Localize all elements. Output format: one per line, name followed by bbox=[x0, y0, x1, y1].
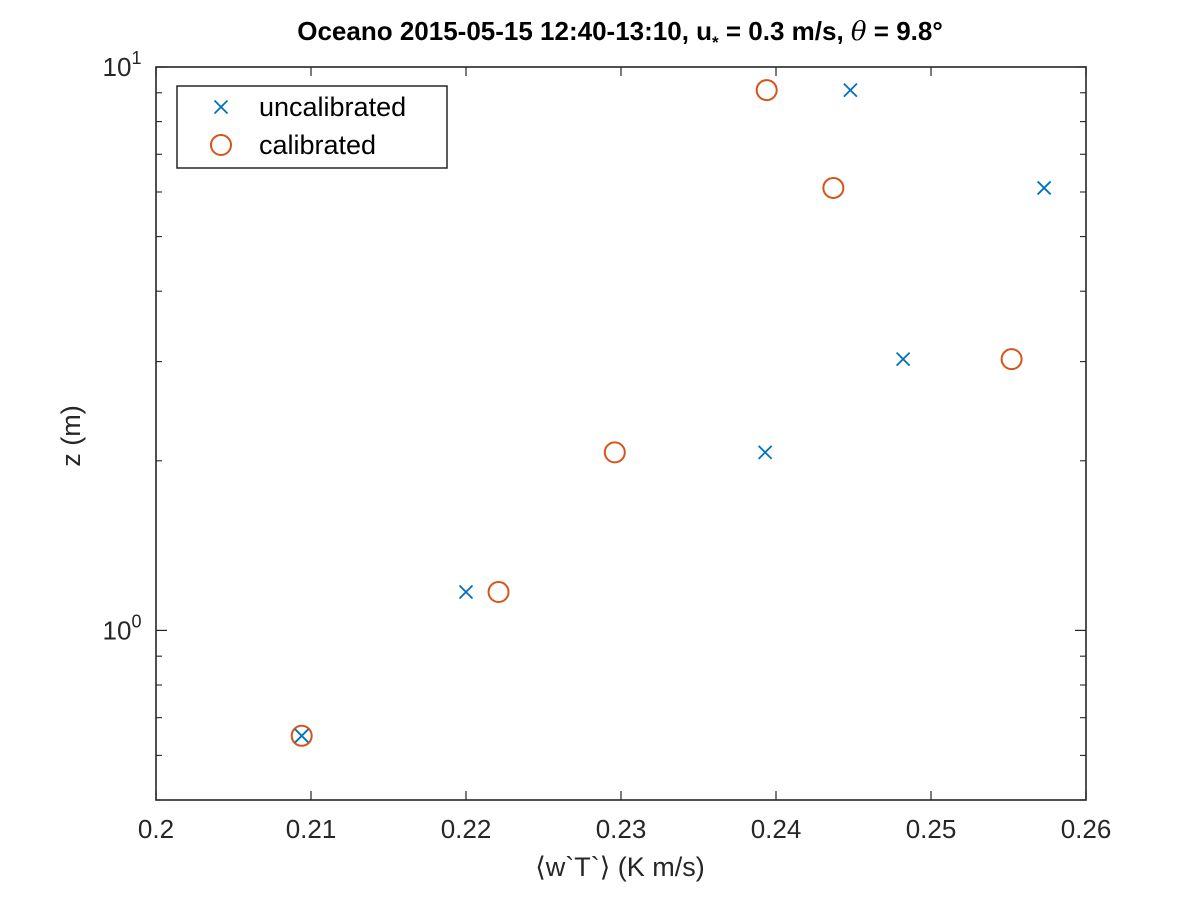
uncalibrated-point bbox=[294, 728, 309, 743]
uncalibrated-point bbox=[758, 445, 773, 460]
uncalibrated-point bbox=[843, 82, 858, 98]
calibrated-point bbox=[822, 176, 845, 199]
legend: uncalibrated calibrated bbox=[176, 85, 448, 169]
calibrated-point bbox=[290, 724, 313, 747]
legend-label-uncalibrated: uncalibrated bbox=[259, 92, 406, 122]
chart-title-prefix: Oceano 2015-05-15 12:40-13:10, u bbox=[297, 16, 712, 46]
chart-title: Oceano 2015-05-15 12:40-13:10, u* = 0.3 … bbox=[297, 16, 943, 52]
y-axis-label: z (m) bbox=[56, 405, 86, 466]
x-tick-label: 0.22 bbox=[441, 814, 492, 844]
calibrated-point bbox=[1000, 348, 1023, 371]
x-tick-label: 0.21 bbox=[286, 814, 337, 844]
x-tick-label: 0.2 bbox=[138, 814, 174, 844]
x-marker-stroke bbox=[294, 728, 309, 743]
legend-label-calibrated: calibrated bbox=[259, 130, 376, 160]
y-tick-label: 100 bbox=[103, 611, 142, 645]
x-axis-label: ⟨w`T`⟩ (K m/s) bbox=[535, 852, 705, 882]
x-tick-label: 0.25 bbox=[906, 814, 957, 844]
axis-ticks bbox=[155, 66, 1087, 801]
x-marker-stroke bbox=[1037, 180, 1052, 196]
axes-box bbox=[155, 66, 1087, 801]
x-tick-label: 0.23 bbox=[596, 814, 647, 844]
chart-title-theta: θ bbox=[851, 17, 867, 47]
calibrated-point bbox=[603, 441, 626, 464]
x-marker-stroke bbox=[843, 82, 858, 98]
axis-tick-labels: 0.2 0.21 0.22 0.23 0.24 0.25 0.26 100 101 bbox=[103, 48, 1112, 844]
calibrated-point bbox=[755, 79, 778, 102]
x-marker-stroke bbox=[758, 445, 773, 460]
calibrated-point bbox=[487, 580, 510, 603]
x-tick-label: 0.24 bbox=[751, 814, 802, 844]
data-markers bbox=[290, 79, 1052, 747]
uncalibrated-point bbox=[895, 352, 911, 367]
x-tick-label: 0.26 bbox=[1061, 814, 1112, 844]
chart-title-subscript: * bbox=[712, 33, 719, 52]
plot-area bbox=[155, 66, 1087, 801]
legend-marker-calibrated bbox=[210, 134, 232, 156]
chart-title-middle: = 0.3 m/s, bbox=[719, 16, 851, 46]
chart-title-suffix: = 9.8° bbox=[867, 16, 943, 46]
x-marker-stroke bbox=[458, 584, 474, 600]
uncalibrated-point bbox=[1037, 180, 1052, 196]
x-marker-stroke bbox=[213, 99, 229, 115]
x-marker-stroke bbox=[895, 352, 911, 367]
legend-marker-uncalibrated bbox=[213, 99, 229, 115]
uncalibrated-point bbox=[458, 584, 474, 600]
y-tick-label: 101 bbox=[103, 48, 142, 82]
